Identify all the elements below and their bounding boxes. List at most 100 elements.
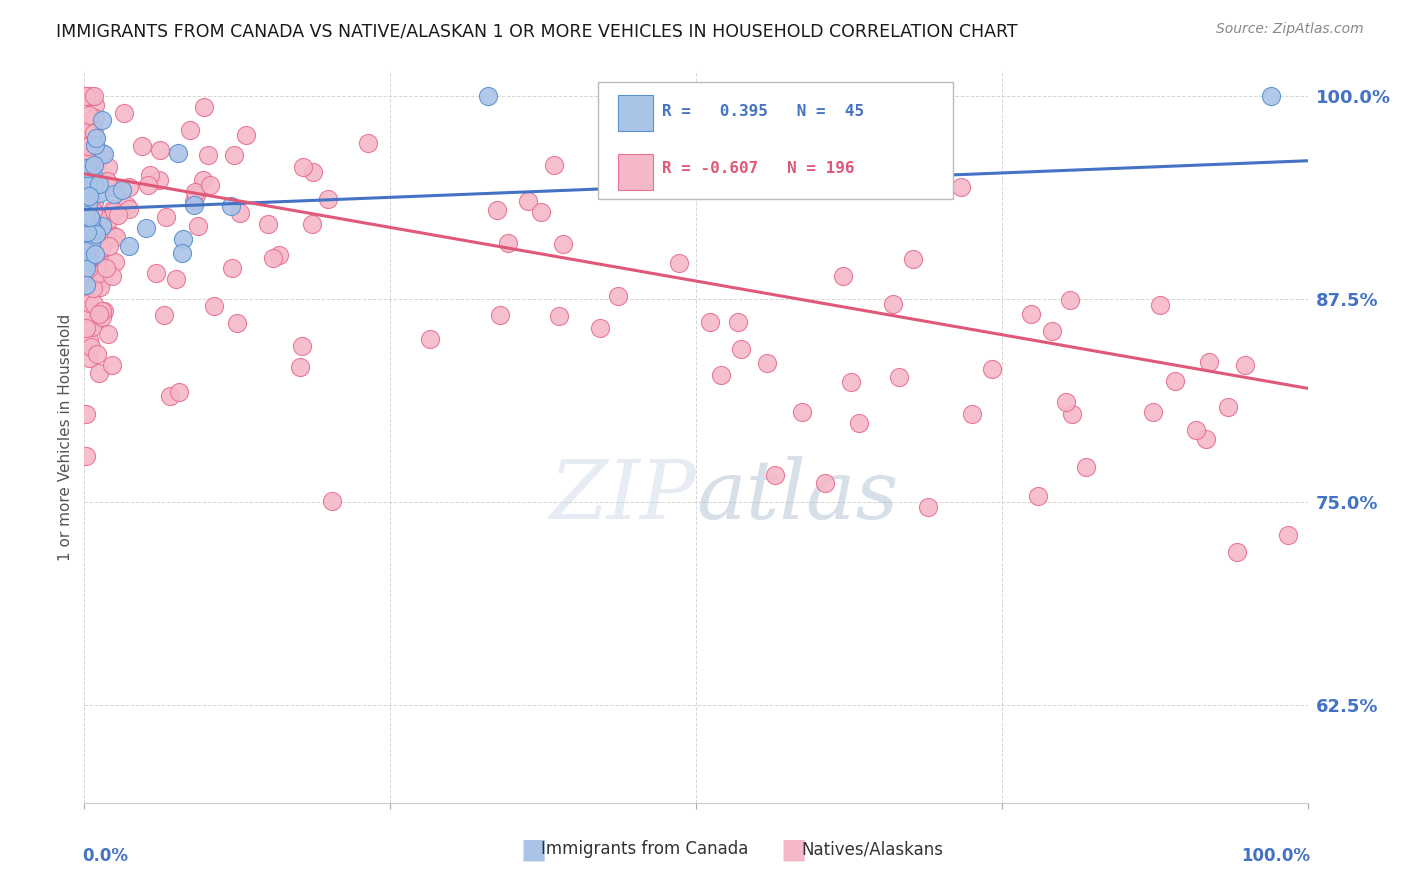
Point [84, 130, 107, 145]
Point [83, 210, 105, 224]
Point [291, 160, 314, 174]
Point [80, 202, 103, 216]
Point [75, 232, 97, 246]
Point [75, 115, 97, 129]
Text: atlas: atlas [696, 456, 898, 535]
Point [75, 175, 97, 189]
Point [1062, 407, 1084, 421]
Point [75, 173, 97, 187]
Point [80, 194, 103, 208]
Point [79, 153, 101, 167]
Text: Source: ZipAtlas.com: Source: ZipAtlas.com [1216, 22, 1364, 37]
Point [607, 289, 630, 303]
Point [90, 310, 112, 325]
Point [148, 173, 170, 187]
Point [516, 194, 538, 209]
Point [87, 257, 110, 271]
Point [950, 180, 973, 194]
Point [832, 268, 855, 283]
Point [79, 88, 101, 103]
Point [82, 169, 104, 183]
Point [75, 449, 97, 463]
Point [882, 296, 904, 310]
Point [193, 100, 215, 114]
Point [77, 138, 100, 153]
Point [477, 88, 499, 103]
Point [166, 146, 188, 161]
Point [93, 304, 115, 318]
Point [101, 202, 124, 216]
Point [89, 366, 111, 380]
Point [76, 121, 98, 136]
Point [101, 269, 124, 284]
Point [727, 315, 749, 329]
Point [83, 126, 105, 140]
Text: ■: ■ [520, 835, 547, 863]
Point [87, 211, 110, 225]
Point [80, 202, 103, 216]
Point [83, 297, 105, 311]
FancyBboxPatch shape [617, 95, 654, 131]
Point [267, 248, 290, 262]
Point [226, 316, 249, 330]
Point [77, 188, 100, 202]
Point [418, 332, 440, 346]
Point [668, 255, 690, 269]
Point [79, 241, 101, 255]
Point [79, 166, 101, 180]
Point [87, 232, 110, 246]
Point [82, 147, 104, 161]
Point [321, 493, 343, 508]
Point [76, 178, 98, 193]
Point [1233, 358, 1256, 372]
Point [302, 165, 325, 179]
Point [112, 105, 135, 120]
Point [219, 199, 242, 213]
Point [183, 194, 205, 208]
Point [1149, 298, 1171, 312]
Point [76, 199, 98, 213]
Point [97, 161, 120, 175]
Point [104, 255, 127, 269]
Point [91, 145, 114, 160]
Text: Immigrants from Canada: Immigrants from Canada [541, 840, 748, 858]
Point [80, 254, 103, 268]
Point [76, 238, 98, 252]
Point [709, 368, 731, 383]
Point [1185, 423, 1208, 437]
Point [155, 210, 177, 224]
Point [80, 320, 103, 334]
Point [75, 407, 97, 421]
Point [488, 309, 510, 323]
Point [77, 273, 100, 287]
Point [485, 203, 508, 218]
Point [79, 108, 101, 122]
Point [87, 307, 110, 321]
Point [187, 219, 209, 233]
Point [90, 241, 112, 255]
Text: ZIP: ZIP [550, 456, 696, 535]
Point [84, 112, 107, 126]
Point [139, 168, 162, 182]
Point [200, 178, 222, 193]
FancyBboxPatch shape [598, 82, 953, 200]
Point [172, 232, 194, 246]
Point [77, 262, 100, 277]
Point [103, 228, 125, 243]
Point [96, 229, 118, 244]
Point [159, 389, 181, 403]
Point [75, 231, 97, 245]
Point [77, 333, 100, 347]
Point [75, 194, 97, 209]
Point [1260, 88, 1282, 103]
Point [79, 265, 101, 279]
Point [76, 219, 98, 233]
Point [84, 227, 107, 241]
Point [103, 187, 125, 202]
Point [82, 223, 104, 237]
Point [75, 210, 97, 224]
Point [83, 138, 105, 153]
Point [1059, 293, 1081, 307]
Point [96, 174, 118, 188]
Point [75, 151, 97, 165]
